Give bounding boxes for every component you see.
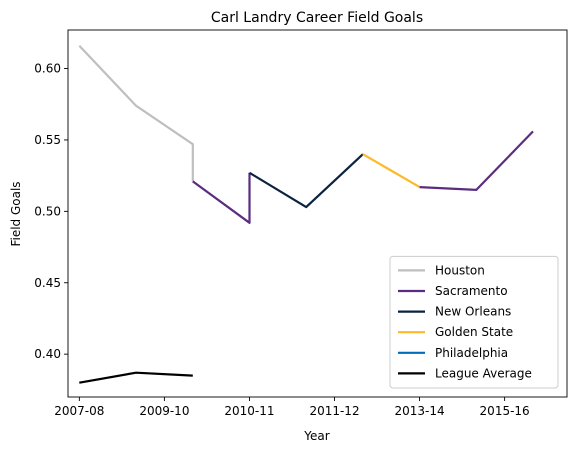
y-tick-label: 0.60 [34,62,61,76]
legend-box [389,255,559,389]
y-tick-label: 0.50 [34,204,61,218]
y-tick-label: 0.45 [34,276,61,290]
plot-frame [67,29,568,398]
legend-label: Sacramento [435,284,508,298]
y-tick-label: 0.55 [34,133,61,147]
x-tick-label: 2015-16 [480,404,530,418]
series-line-league-average [79,371,193,384]
x-tick-label: 2009-10 [139,404,189,418]
series-line-golden-state [362,153,421,189]
y-tick-label: 0.40 [34,347,61,361]
legend: Houston Sacramento New Orleans Golden State… [389,255,559,389]
x-axis-ticks: 2007-08 2009-10 2010-11 2011-12 2013-14 2015-… [54,397,530,418]
x-tick-label: 2013-14 [394,404,444,418]
x-tick-label: 2007-08 [54,404,104,418]
legend-label: New Orleans [435,305,511,319]
series-lines [78,44,534,384]
legend-label: Houston [435,263,485,277]
x-tick-label: 2011-12 [309,404,359,418]
legend-label: Golden State [435,325,513,339]
legend-label: Philadelphia [435,346,508,360]
series-line-houston [78,44,194,182]
y-axis-label: Field Goals [9,181,23,246]
series-line-sacramento [419,130,534,191]
x-tick-label: 2010-11 [224,404,274,418]
y-axis-ticks: 0.40 0.45 0.50 0.55 0.60 [34,62,68,361]
chart-title: Carl Landry Career Field Goals [211,10,423,26]
series-line-sacramento [192,172,251,224]
series-line-new-orleans [248,153,364,209]
x-axis-label: Year [303,429,329,443]
legend-label: League Average [435,366,532,380]
